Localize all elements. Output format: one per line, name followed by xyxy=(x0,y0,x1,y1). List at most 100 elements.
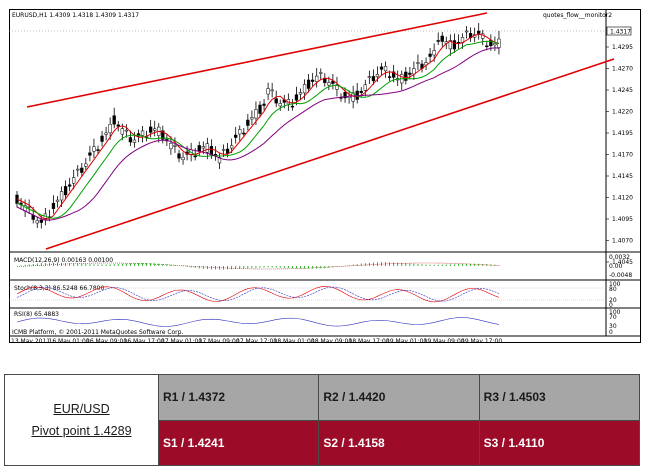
candle-body xyxy=(173,145,177,147)
candle-body xyxy=(201,146,205,149)
s3-cell: S3 / 1.4110 xyxy=(478,419,641,466)
time-tick-label: 19 May 17:00 xyxy=(461,338,502,343)
candle-body xyxy=(230,145,234,149)
time-tick-label: 16 May 09:00 xyxy=(86,338,127,343)
candle-body xyxy=(234,134,238,138)
candle-body xyxy=(242,132,246,135)
candle-body xyxy=(464,30,469,33)
ma-fast-line xyxy=(16,33,500,220)
candle-body xyxy=(290,105,295,108)
candle-body xyxy=(120,128,124,135)
stoch-signal-line xyxy=(16,286,500,302)
candle-body xyxy=(448,40,453,50)
price-tick-label: 1.4270 xyxy=(612,66,633,73)
candle-body xyxy=(294,94,299,101)
current-price-label: 1.4317 xyxy=(610,29,631,36)
candle-body xyxy=(153,128,157,131)
support-row: S1 / 1.4241 S2 / 1.4158 S3 / 1.4110 xyxy=(5,419,641,466)
candle-body xyxy=(452,40,457,50)
candle-body xyxy=(161,130,165,140)
time-tick-label: 16 May 17:00 xyxy=(124,338,165,343)
time-tick-label: 17 May 09:00 xyxy=(199,338,240,343)
time-tick-label: 17 May 17:00 xyxy=(236,338,277,343)
candle-body xyxy=(225,148,230,154)
candle-body xyxy=(408,72,412,75)
candle-body xyxy=(169,143,173,150)
stoch-axis-20: 20 xyxy=(609,297,617,304)
candle-body xyxy=(132,139,137,143)
candle-body xyxy=(104,132,108,135)
candle-body xyxy=(306,79,311,89)
symbol-header: EURUSD,H1 1.4309 1.4318 1.4309 1.4317 xyxy=(12,12,139,19)
candle-body xyxy=(416,62,420,64)
candle-body xyxy=(302,84,307,94)
chart-canvas: EURUSD,H1 1.4309 1.4318 1.4309 1.4317 qu… xyxy=(9,9,641,343)
candle-body xyxy=(428,53,432,57)
rsi-axis-100: 100 xyxy=(609,309,621,316)
candle-body xyxy=(193,155,197,158)
pivot-table: EUR/USD Pivot point 1.4289 R1 / 1.4372 R… xyxy=(4,374,641,466)
macd-axis-bottom: -0.0048 xyxy=(609,272,632,279)
indicator-name: quotes_flow__monitor2 xyxy=(543,12,612,19)
r3-cell: R3 / 1.4503 xyxy=(478,374,641,421)
candle-body xyxy=(55,199,60,202)
time-tick-label: 17 May 01:00 xyxy=(161,338,202,343)
candle-body xyxy=(112,115,116,125)
candle-body xyxy=(367,76,372,78)
candle-body xyxy=(298,92,303,95)
time-tick-label: 19 May 09:00 xyxy=(424,338,465,343)
rsi-axis-70: 70 xyxy=(609,314,617,321)
candle-body xyxy=(92,146,96,152)
candle-body xyxy=(221,149,226,151)
r2-cell: R2 / 1.4420 xyxy=(318,374,480,421)
macd-axis-mid: 0.00 xyxy=(609,263,623,270)
candle-body xyxy=(432,50,436,56)
candle-body xyxy=(436,40,440,42)
price-tick-label: 1.4145 xyxy=(612,173,633,180)
time-tick-label: 19 May 01:00 xyxy=(386,338,427,343)
candle-body xyxy=(76,168,80,171)
candle-body xyxy=(392,71,396,78)
candle-body xyxy=(262,103,266,106)
candle-body xyxy=(63,186,68,196)
ma-slow-line xyxy=(16,47,499,221)
candle-body xyxy=(311,79,315,82)
rsi-line xyxy=(16,317,499,327)
candle-body xyxy=(375,74,380,78)
price-tick-label: 1.4295 xyxy=(612,44,633,51)
candle-body xyxy=(331,80,335,84)
chart-left-edge xyxy=(9,89,29,106)
candle-body xyxy=(278,103,282,107)
copyright-text: ICMB Platform, © 2001-2011 MetaQuotes So… xyxy=(12,329,183,336)
candle-body xyxy=(485,45,489,48)
lower-channel-line[interactable] xyxy=(45,58,615,250)
candle-body xyxy=(209,146,214,156)
price-chart[interactable]: EURUSD,H1 1.4309 1.4318 1.4309 1.4317 qu… xyxy=(9,9,641,343)
candle-body xyxy=(258,104,262,114)
candle-body xyxy=(140,130,145,136)
candle-body xyxy=(440,35,444,42)
candle-body xyxy=(379,66,384,70)
stoch-axis-80: 80 xyxy=(609,286,617,293)
price-axis: 1.4295 1.4270 1.4245 1.4220 1.4195 1.4170 1.41… xyxy=(606,44,633,266)
candle-body xyxy=(315,75,319,82)
upper-channel-line[interactable] xyxy=(26,12,488,108)
candle-body xyxy=(493,43,497,46)
r1-cell: R1 / 1.4372 xyxy=(157,374,320,421)
candle-body xyxy=(270,89,274,92)
candle-body xyxy=(205,143,209,153)
candle-body xyxy=(327,82,331,86)
candle-body xyxy=(359,90,363,93)
candle-body xyxy=(319,72,323,74)
candle-body xyxy=(250,117,254,120)
rsi-axis-30: 30 xyxy=(609,323,617,330)
price-tick-label: 1.4095 xyxy=(612,216,633,223)
time-tick-label: 16 May 01:00 xyxy=(49,338,90,343)
candle-body xyxy=(88,152,92,156)
candle-body xyxy=(363,84,367,91)
moving-averages xyxy=(16,33,500,221)
time-tick-label: 18 May 17:00 xyxy=(349,338,390,343)
candle-body xyxy=(80,167,84,173)
candle-body xyxy=(124,129,128,132)
candle-body xyxy=(404,71,408,81)
